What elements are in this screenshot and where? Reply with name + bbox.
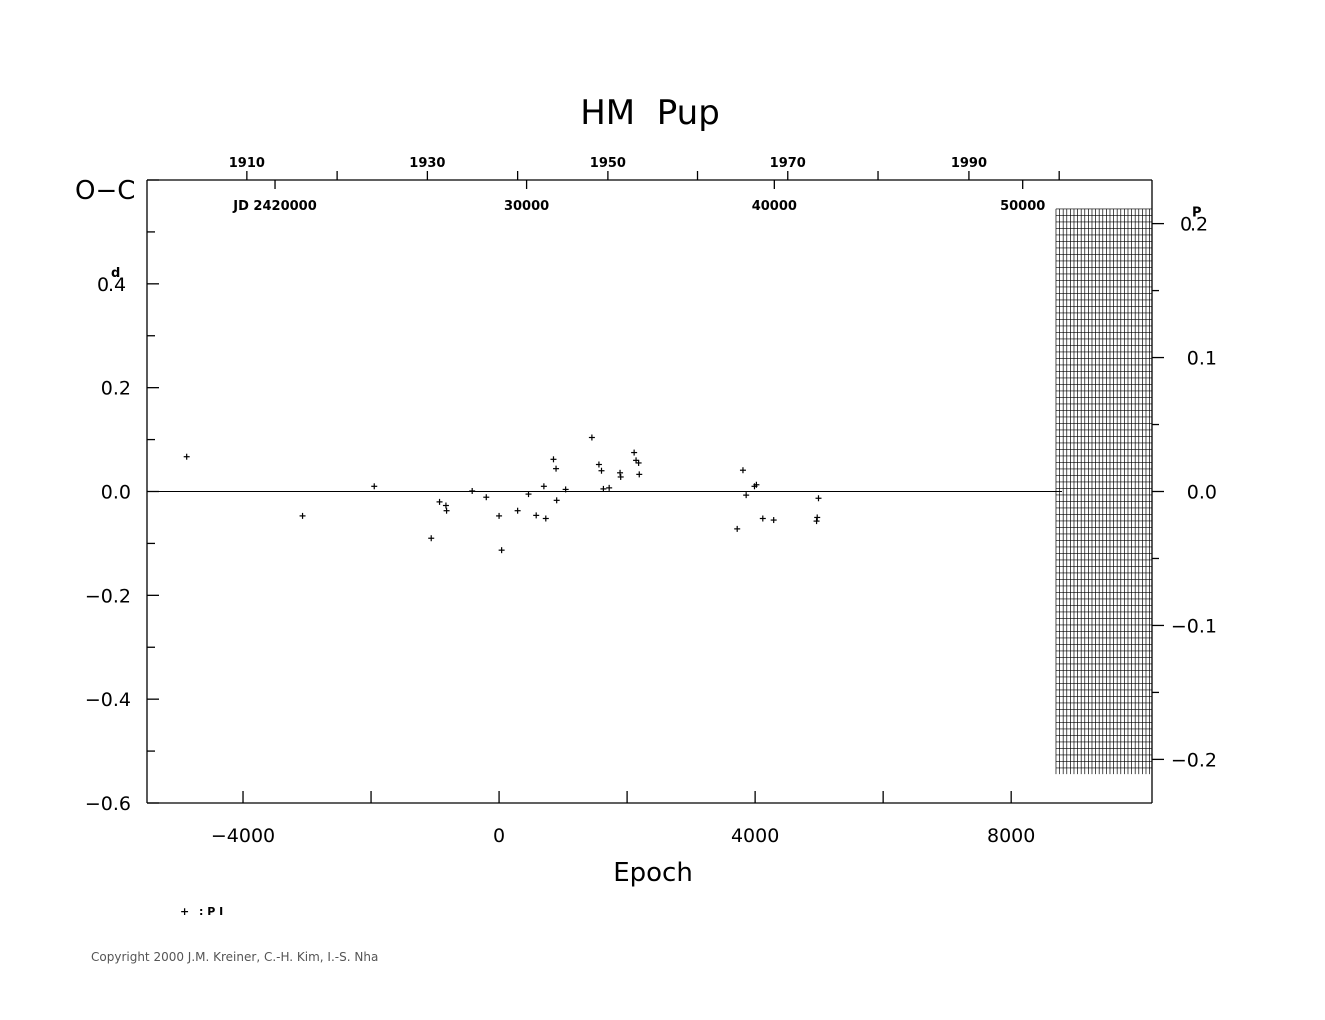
data-point xyxy=(443,507,450,514)
data-point xyxy=(600,485,607,492)
data-point xyxy=(813,518,820,525)
legend: + : P I xyxy=(180,905,223,918)
data-point xyxy=(598,467,605,474)
data-point xyxy=(436,498,443,505)
data-point xyxy=(606,484,613,491)
data-points xyxy=(183,434,822,554)
data-point xyxy=(770,517,777,524)
data-point xyxy=(525,491,532,498)
data-point xyxy=(469,487,476,494)
hatched-region xyxy=(1055,208,1152,775)
data-point xyxy=(631,449,638,456)
jd-label: JD 2420000 xyxy=(232,199,316,214)
data-point xyxy=(734,525,741,532)
data-point xyxy=(371,483,378,490)
data-point xyxy=(442,502,449,509)
axis-ticks xyxy=(147,171,1164,804)
year-label: 1910 xyxy=(229,156,265,171)
y-tick-label: .4 xyxy=(108,274,126,296)
y-tick-label: 0 xyxy=(97,274,109,296)
data-point xyxy=(562,486,569,493)
data-point xyxy=(498,547,505,554)
data-point xyxy=(815,495,822,502)
right-tick-label: 0 xyxy=(1180,214,1192,236)
right-tick-label: .2 xyxy=(1190,214,1208,236)
data-point xyxy=(814,514,821,521)
data-point xyxy=(542,515,549,522)
copyright-text: Copyright 2000 J.M. Kreiner, C.-H. Kim, … xyxy=(91,950,378,964)
right-tick-label: −0.1 xyxy=(1171,615,1217,637)
y-axis-label: O−C xyxy=(75,176,135,206)
data-point xyxy=(743,492,750,499)
data-point xyxy=(483,494,490,501)
data-point xyxy=(533,512,540,519)
plot-frame xyxy=(146,179,1153,804)
data-point xyxy=(299,512,306,519)
year-label: 1990 xyxy=(951,156,987,171)
data-point xyxy=(588,434,595,441)
y-tick-label: 0.0 xyxy=(101,482,131,504)
y-tick-label: 0.2 xyxy=(101,378,131,400)
data-point xyxy=(595,461,602,468)
data-point xyxy=(428,535,435,542)
data-point xyxy=(617,469,624,476)
year-label: 1970 xyxy=(770,156,806,171)
x-axis-label: Epoch xyxy=(613,858,693,888)
y-tick-label: −0.4 xyxy=(85,689,131,711)
data-point xyxy=(553,497,560,504)
jd-label: 50000 xyxy=(1000,199,1045,214)
legend-label: : P I xyxy=(199,905,223,918)
right-tick-label: 0.0 xyxy=(1187,482,1217,504)
tick-labels: 0d.40.20.0−0.2−0.4−0.60P.20.10.0−0.1−0.2… xyxy=(85,156,1217,847)
data-point xyxy=(635,459,642,466)
legend-marker: + xyxy=(180,905,189,918)
data-point xyxy=(753,481,760,488)
x-tick-label: −4000 xyxy=(211,825,275,847)
year-label: 1930 xyxy=(409,156,445,171)
data-point xyxy=(514,507,521,514)
right-unit-label: P xyxy=(1192,206,1202,221)
y-tick-label: −0.2 xyxy=(85,585,131,607)
right-tick-label: 0.1 xyxy=(1187,348,1217,370)
data-point xyxy=(550,456,557,463)
x-tick-label: 8000 xyxy=(987,825,1035,847)
data-point xyxy=(636,471,643,478)
data-point xyxy=(739,467,746,474)
jd-label: 40000 xyxy=(752,199,797,214)
data-point xyxy=(553,465,560,472)
x-tick-label: 0 xyxy=(493,825,505,847)
chart-title: HM Pup xyxy=(580,93,720,133)
right-tick-label: −0.2 xyxy=(1171,749,1217,771)
data-point xyxy=(617,473,624,480)
data-point xyxy=(496,512,503,519)
x-tick-label: 4000 xyxy=(731,825,779,847)
y-unit-label: d xyxy=(111,266,120,281)
y-tick-label: −0.6 xyxy=(85,793,131,815)
data-point xyxy=(540,483,547,490)
data-point xyxy=(759,515,766,522)
jd-label: 30000 xyxy=(504,199,549,214)
data-point xyxy=(183,453,190,460)
year-label: 1950 xyxy=(590,156,626,171)
